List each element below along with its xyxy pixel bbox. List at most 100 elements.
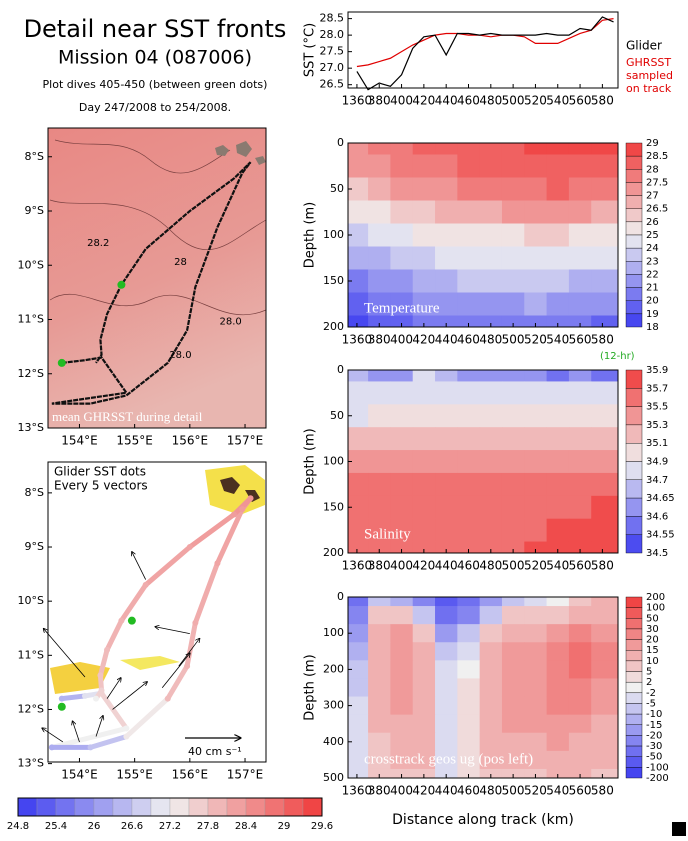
section-cell: [479, 370, 503, 382]
section-cell: [568, 246, 592, 270]
section-cell: [348, 768, 369, 779]
section-cell: [348, 678, 369, 698]
plot-frame: [347, 369, 619, 554]
section-cell: [390, 714, 414, 734]
section-cell: [348, 450, 369, 474]
section-cell: [435, 200, 458, 224]
section-cell: [568, 143, 592, 155]
section-cell: [457, 472, 481, 497]
section-cell: [524, 495, 548, 520]
y-tick-label: 10°S: [18, 258, 44, 271]
colorbar-label: 34.7: [646, 475, 668, 486]
colorbar-band: [625, 479, 643, 499]
track-segment: [214, 506, 245, 566]
section-cell: [390, 472, 414, 497]
section-cell: [368, 200, 391, 224]
x-tick-label: 157°E: [227, 768, 264, 782]
velocity-vector: [95, 716, 103, 737]
section-cell: [457, 750, 481, 770]
colorbar-label: 2: [646, 677, 652, 688]
section-cell: [368, 714, 391, 734]
section-cell: [568, 427, 592, 451]
section-cell: [546, 381, 570, 405]
section-cell: [591, 223, 619, 247]
section-cell: [457, 624, 481, 643]
section-cell: [348, 223, 369, 247]
colorbar-band: [625, 745, 643, 757]
colorbar-band: [625, 756, 643, 768]
section-cell: [368, 541, 391, 554]
panel-note: (12-hr): [600, 351, 635, 362]
section-cell: [457, 660, 481, 679]
section-cell: [568, 678, 592, 698]
x-tick-label: 440: [435, 333, 458, 347]
section-cell: [348, 472, 369, 497]
track-segment: [192, 560, 220, 626]
colorbar-band: [150, 797, 171, 817]
glider-track: [51, 161, 252, 405]
y-axis-label: SST (°C): [303, 23, 318, 77]
colorbar-label: 34.6: [646, 511, 668, 522]
colorbar-band: [302, 797, 323, 817]
section-cell: [348, 269, 369, 293]
section-cell: [368, 597, 391, 607]
section-cell: [568, 177, 592, 201]
colorbar-label: 34.9: [646, 457, 668, 468]
section-cell: [435, 660, 458, 679]
section-cell: [457, 518, 481, 543]
x-tick-label: 500: [502, 94, 525, 108]
section-cell: [412, 541, 436, 554]
section-cell: [435, 750, 458, 770]
section-cell: [479, 143, 503, 155]
series-line: [356, 16, 614, 91]
colorbar-band: [625, 247, 643, 262]
section-cell: [457, 427, 481, 451]
note: Plot dives 405-450 (between green dots): [43, 78, 268, 91]
section-cell: [435, 269, 458, 293]
colorbar-label: 18: [646, 322, 659, 333]
section-cell: [591, 472, 619, 497]
section-cell: [524, 427, 548, 451]
sst-dot: [81, 692, 88, 699]
section-cell: [501, 642, 525, 661]
y-tick-label: 100: [323, 228, 344, 241]
sst-dot: [97, 672, 104, 679]
section-cell: [435, 404, 458, 428]
section-cell: [390, 606, 414, 625]
section-cell: [546, 768, 570, 779]
y-tick-label: 200: [323, 546, 344, 559]
section-cell: [479, 518, 503, 543]
section-cell: [368, 154, 391, 178]
sst-dot: [118, 617, 125, 624]
section-cell: [479, 660, 503, 679]
section-cell: [501, 315, 525, 328]
subtitle: Mission 04 (087006): [58, 47, 252, 69]
section-cell: [524, 143, 548, 155]
section-cell: [546, 597, 570, 607]
section-cell: [368, 381, 391, 405]
section-cell: [457, 154, 481, 178]
section-cell: [479, 200, 503, 224]
x-tick-label: 154°E: [61, 768, 98, 782]
section-cell: [591, 370, 619, 382]
y-tick-label: 12°S: [18, 702, 44, 715]
colorbar-band: [625, 607, 643, 619]
colorbar-band: [245, 797, 266, 817]
section-cell: [591, 381, 619, 405]
page-title: Detail near SST fronts: [24, 15, 287, 43]
section-cell: [479, 404, 503, 428]
section-cell: [390, 381, 414, 405]
section-cell: [412, 246, 436, 270]
section-cell: [412, 404, 436, 428]
section-cell: [501, 427, 525, 451]
section-cell: [348, 750, 369, 770]
track-segment: [49, 725, 129, 750]
y-tick-label: 9°S: [25, 540, 44, 553]
sst-dot: [87, 744, 94, 751]
section-cell: [368, 315, 391, 328]
section-cell: [524, 606, 548, 625]
colorbar-label: 10: [646, 656, 659, 667]
section-cell: [479, 696, 503, 716]
section-cell: [390, 427, 414, 451]
colorbar-label: 29.6: [311, 821, 333, 832]
